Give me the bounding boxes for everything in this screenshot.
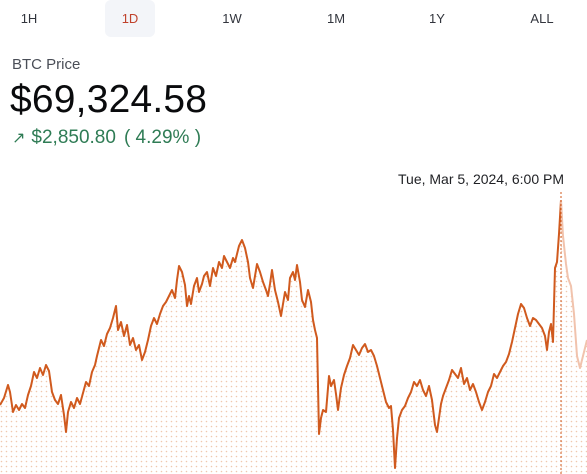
- tab-1y[interactable]: 1Y: [429, 11, 445, 26]
- hover-tooltip-date: Tue, Mar 5, 2024, 6:00 PM: [398, 171, 565, 187]
- range-tabs: 1H 1D 1W 1M 1Y ALL: [0, 0, 587, 38]
- change-amount: $2,850.80: [31, 127, 116, 148]
- asset-label: BTC Price: [12, 56, 81, 73]
- price-line-after-cursor: [560, 199, 587, 369]
- tab-1d[interactable]: 1D: [105, 0, 155, 37]
- arrow-up-right-icon: ↗: [12, 130, 26, 147]
- chart-area-fill: [0, 200, 587, 474]
- tab-all[interactable]: ALL: [530, 11, 554, 26]
- price-line-series: [0, 199, 562, 469]
- tab-1w[interactable]: 1W: [222, 11, 242, 26]
- asset-price: $69,324.58: [10, 78, 208, 121]
- tab-1m[interactable]: 1M: [326, 11, 346, 26]
- price-change: ↗ $2,850.80 ( 4.29% ): [12, 127, 201, 149]
- tab-1h[interactable]: 1H: [20, 11, 38, 26]
- change-percent: ( 4.29% ): [123, 127, 202, 148]
